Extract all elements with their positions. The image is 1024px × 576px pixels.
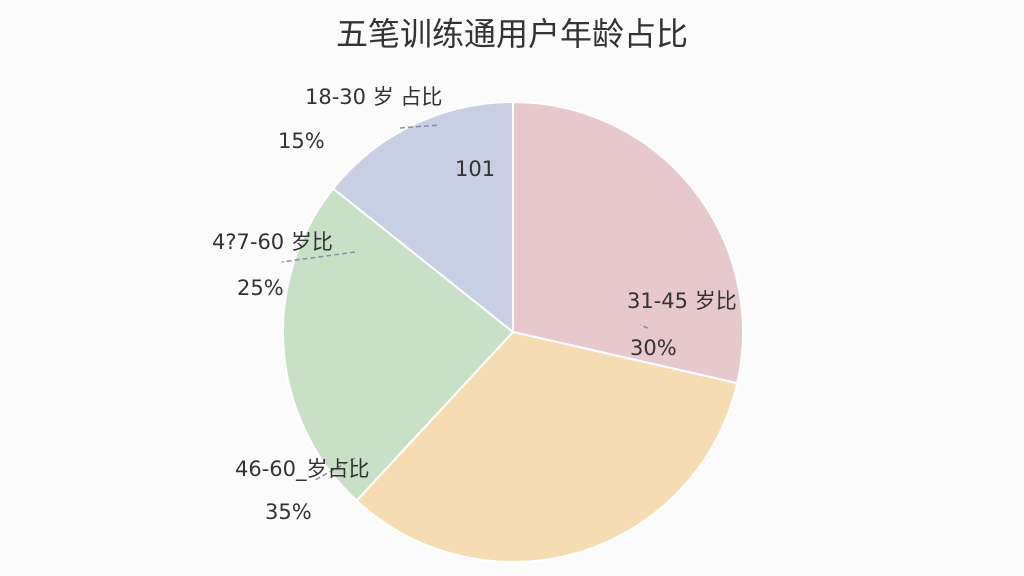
value-label: 15% bbox=[278, 129, 325, 153]
leader-line bbox=[281, 251, 356, 263]
slice-label: 18-30 岁 占比 bbox=[305, 85, 442, 109]
slice-label: 4?7-60 岁比 bbox=[212, 230, 333, 254]
annotation: 101 bbox=[455, 157, 495, 181]
value-label: 30% bbox=[630, 336, 677, 360]
pie-slice bbox=[355, 330, 739, 563]
pie-slice bbox=[282, 187, 515, 503]
chart-title: 五笔训练通用户年龄占比 bbox=[336, 15, 688, 53]
leader-line bbox=[399, 124, 441, 129]
slice-label: 31-45 岁比 bbox=[627, 289, 737, 313]
pie-slice bbox=[512, 100, 744, 385]
slice-label: 46-60_岁占比 bbox=[235, 457, 370, 482]
leader-line bbox=[639, 324, 649, 329]
value-label: 25% bbox=[237, 276, 284, 300]
pie-slice bbox=[331, 100, 514, 335]
value-label: 35% bbox=[265, 500, 312, 524]
